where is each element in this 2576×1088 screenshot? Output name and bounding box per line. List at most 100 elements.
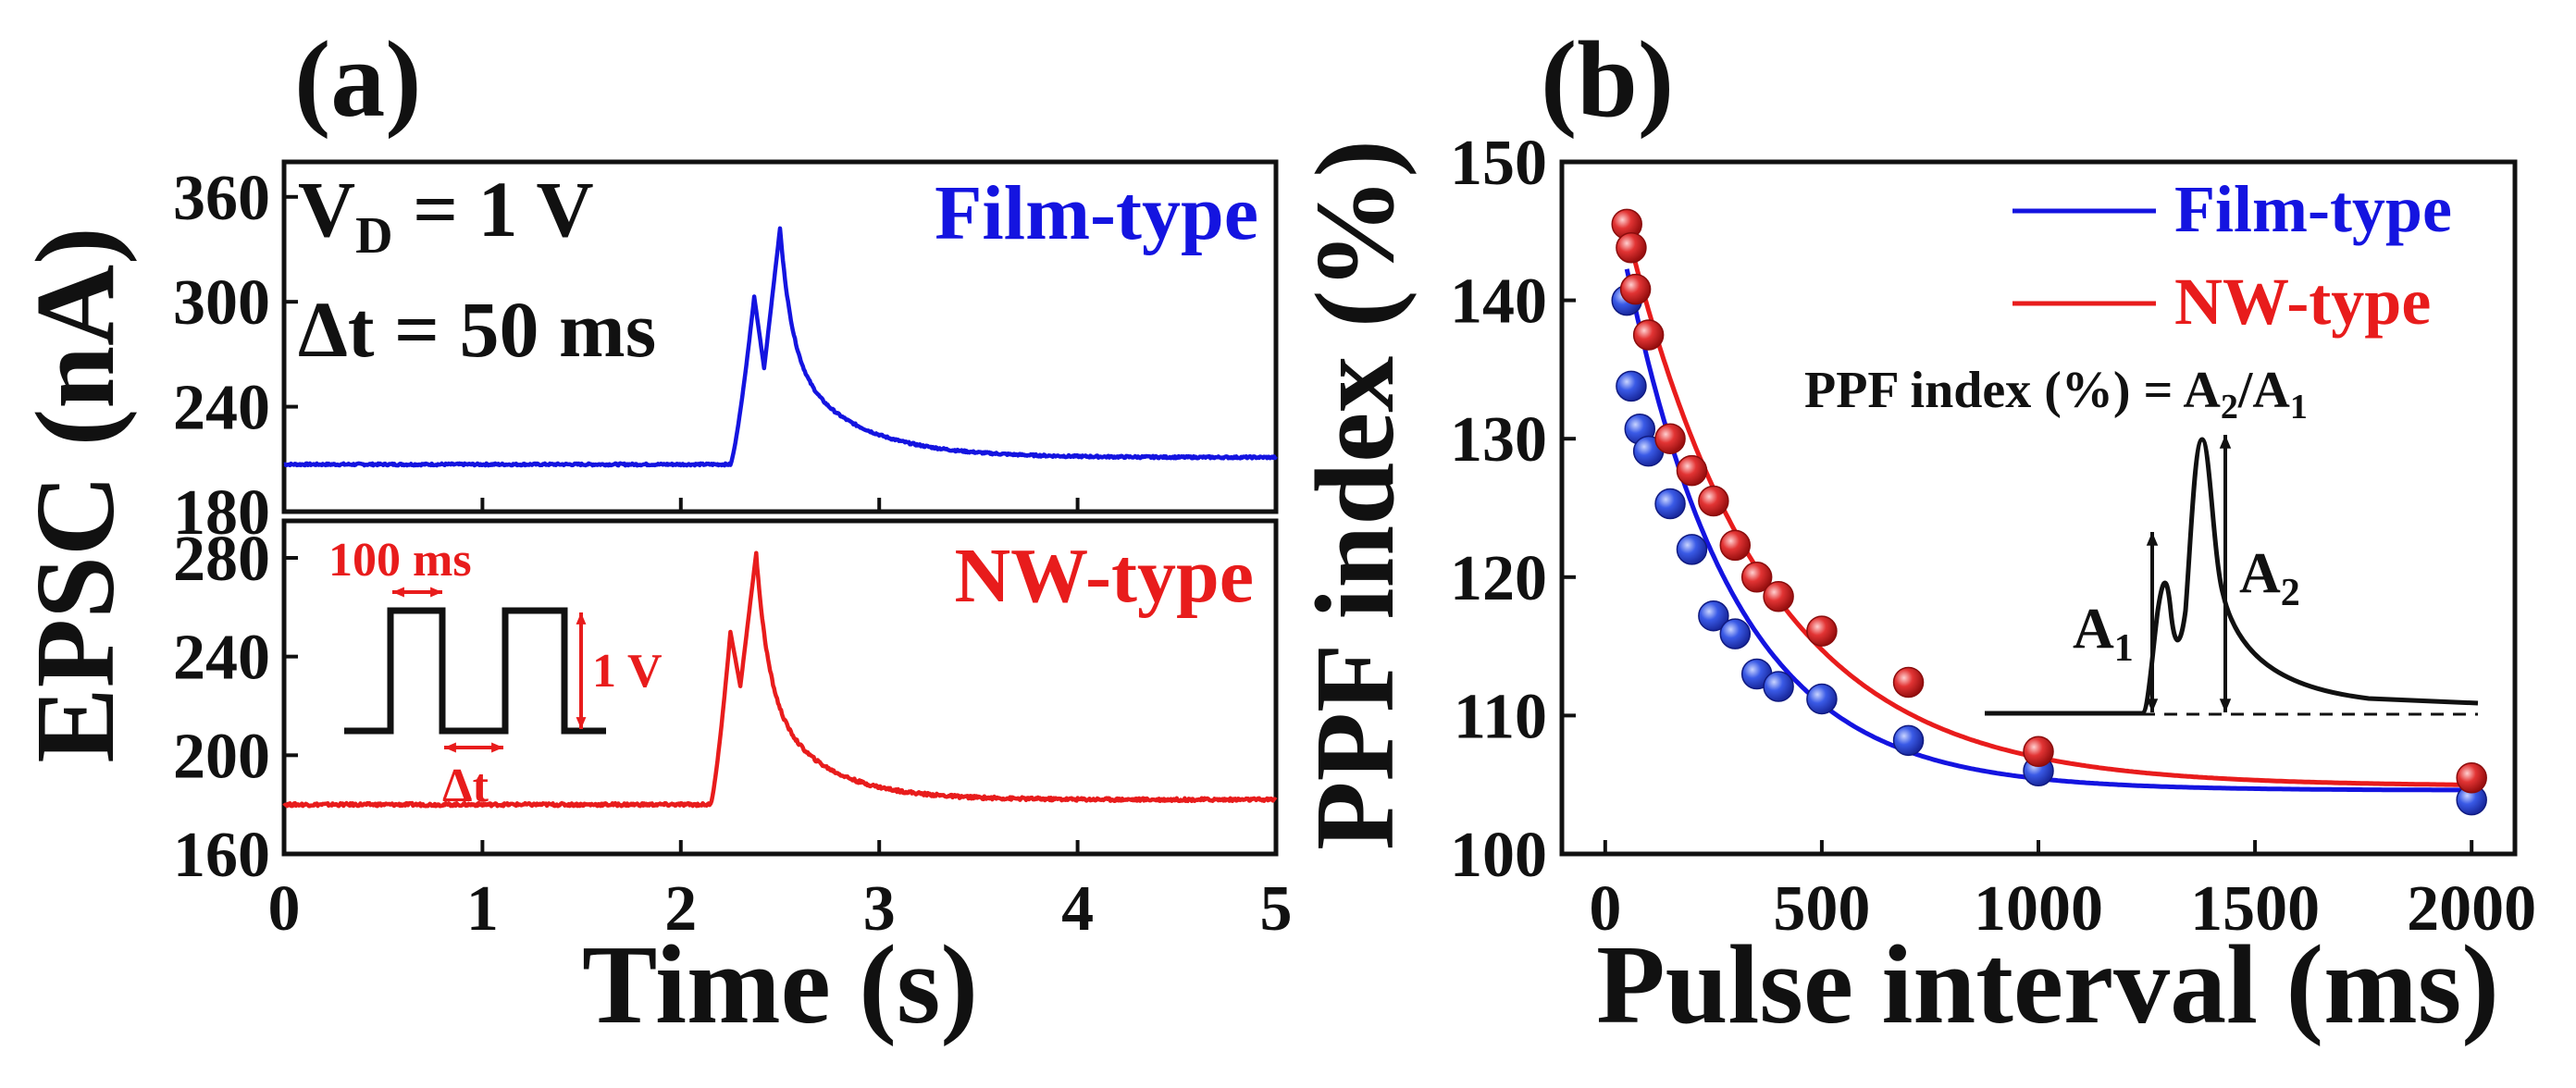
- ppf-inset: A1 A2: [1985, 435, 2479, 716]
- formula-prefix: PPF index (%) = A: [1804, 362, 2221, 419]
- film-subplot-frame: [281, 159, 1279, 514]
- data-point: [1719, 618, 1752, 649]
- data-point: [1632, 319, 1665, 351]
- data-point: [1763, 580, 1794, 612]
- data-point: [1719, 529, 1752, 562]
- arrow-head: [491, 742, 503, 753]
- y-tick-label: 240: [173, 373, 270, 444]
- legend-nw-label: NW-type: [2174, 265, 2431, 339]
- arrow-head: [430, 587, 442, 598]
- data-point: [1619, 273, 1652, 305]
- film-y-axis: 360 300 240 180: [173, 163, 298, 549]
- x-tick-label: 1500: [2190, 873, 2320, 945]
- data-point: [1616, 370, 1647, 402]
- panel-b-label: (b): [1541, 19, 1674, 140]
- y-tick-label: 110: [1454, 681, 1547, 752]
- nw-subplot-frame: [281, 518, 1279, 857]
- data-point: [1892, 666, 1925, 699]
- nw-type-label-a: NW-type: [955, 533, 1255, 619]
- panel-a-ylabel: EPSC (nA): [13, 227, 138, 763]
- arrow-head: [576, 612, 587, 624]
- y-tick-label: 280: [173, 524, 270, 595]
- formula-slash: /A: [2237, 362, 2291, 419]
- time-x-axis: 0 1 2 3 4 5: [268, 498, 1293, 945]
- vd-subscript: D: [355, 207, 392, 265]
- arrow-head: [392, 587, 404, 598]
- inset-arrows: [392, 587, 587, 753]
- arrow-head: [2219, 435, 2232, 449]
- pulse-train-inset: 100 ms Δt 1 V: [328, 534, 663, 812]
- x-tick-label: 0: [268, 873, 301, 945]
- data-point: [1892, 724, 1925, 757]
- y-tick-label: 240: [173, 623, 270, 694]
- data-point: [1806, 615, 1838, 647]
- y-tick-label: 130: [1450, 404, 1547, 476]
- formula-sub1: 1: [2290, 388, 2308, 427]
- x-tick-label: 0: [1589, 873, 1621, 945]
- vd-label: V: [298, 165, 355, 253]
- nw-data-points: [1611, 208, 2487, 794]
- data-point: [1698, 600, 1729, 632]
- arrow-head: [576, 717, 587, 729]
- y-tick-label: 200: [173, 721, 270, 792]
- nw-epsc-curve: [282, 550, 1278, 809]
- data-point: [1676, 454, 1708, 487]
- y-tick-label: 100: [1450, 820, 1547, 891]
- panel-b-xlabel: Pulse interval (ms): [1596, 922, 2499, 1047]
- film-annotations: VD = 1 V Δt = 50 ms Film-type: [298, 165, 1258, 374]
- data-point: [1654, 423, 1686, 454]
- data-point: [2456, 761, 2487, 794]
- ppf-inset-arrows: [2146, 435, 2232, 712]
- a2-label: A2: [2239, 542, 2300, 614]
- svg-text:VD = 1 V: VD = 1 V: [298, 165, 594, 265]
- data-point: [1676, 534, 1708, 565]
- arrow-head: [2146, 532, 2159, 546]
- ppf-formula: PPF index (%) = A2/A1: [1804, 362, 2308, 427]
- pulse-waveform: [344, 607, 606, 735]
- y-tick-label: 180: [173, 477, 270, 549]
- panel-a-label: (a): [294, 19, 422, 140]
- amplitude-label: 1 V: [592, 645, 663, 698]
- arrow-head: [2219, 699, 2232, 712]
- data-point: [2023, 736, 2054, 768]
- panel-a-xlabel: Time (s): [582, 922, 978, 1047]
- y-tick-label: 150: [1450, 128, 1547, 199]
- y-tick-label: 120: [1450, 543, 1547, 614]
- ppf-legend: Film-type NW-type: [2012, 172, 2452, 339]
- x-tick-label: 1: [466, 873, 499, 945]
- x-tick-label: 5: [1260, 873, 1293, 945]
- x-tick-label: 500: [1773, 873, 1870, 945]
- ppf-inset-curve: [1985, 437, 2479, 716]
- formula-sub2: 2: [2221, 388, 2238, 427]
- data-point: [1698, 485, 1729, 517]
- pulse-interval-x-axis: 0 500 1000 1500 2000: [1589, 840, 2536, 945]
- x-tick-label: 3: [863, 873, 896, 945]
- data-point: [1806, 683, 1838, 715]
- data-point: [1616, 232, 1647, 264]
- panel-b-ylabel: PPF index (%): [1293, 140, 1418, 850]
- interval-label: Δt: [442, 760, 489, 812]
- data-point: [1740, 562, 1773, 593]
- arrow-head: [2146, 699, 2159, 712]
- y-tick-label: 360: [173, 163, 270, 234]
- period-label: 100 ms: [328, 534, 472, 587]
- y-tick-label: 160: [173, 820, 270, 891]
- vd-value: = 1 V: [393, 165, 594, 253]
- y-tick-label: 300: [173, 267, 270, 339]
- x-tick-label: 2: [664, 873, 697, 945]
- x-tick-label: 2000: [2407, 873, 2536, 945]
- legend-film-label: Film-type: [2174, 172, 2452, 246]
- ppf-y-axis: 100 110 120 130 140 150: [1450, 128, 1576, 891]
- film-type-label-a: Film-type: [935, 170, 1258, 256]
- film-epsc-curve: [282, 226, 1278, 468]
- nw-y-axis: 280 240 200 160: [173, 524, 298, 891]
- data-point: [1763, 671, 1794, 702]
- y-tick-label: 140: [1450, 266, 1547, 338]
- dt-label: Δt = 50 ms: [298, 285, 656, 374]
- x-tick-label: 1000: [1974, 873, 2103, 945]
- a1-label: A1: [2073, 598, 2134, 670]
- x-tick-label: 4: [1061, 873, 1094, 945]
- arrow-head: [444, 742, 456, 753]
- data-point: [1654, 488, 1686, 520]
